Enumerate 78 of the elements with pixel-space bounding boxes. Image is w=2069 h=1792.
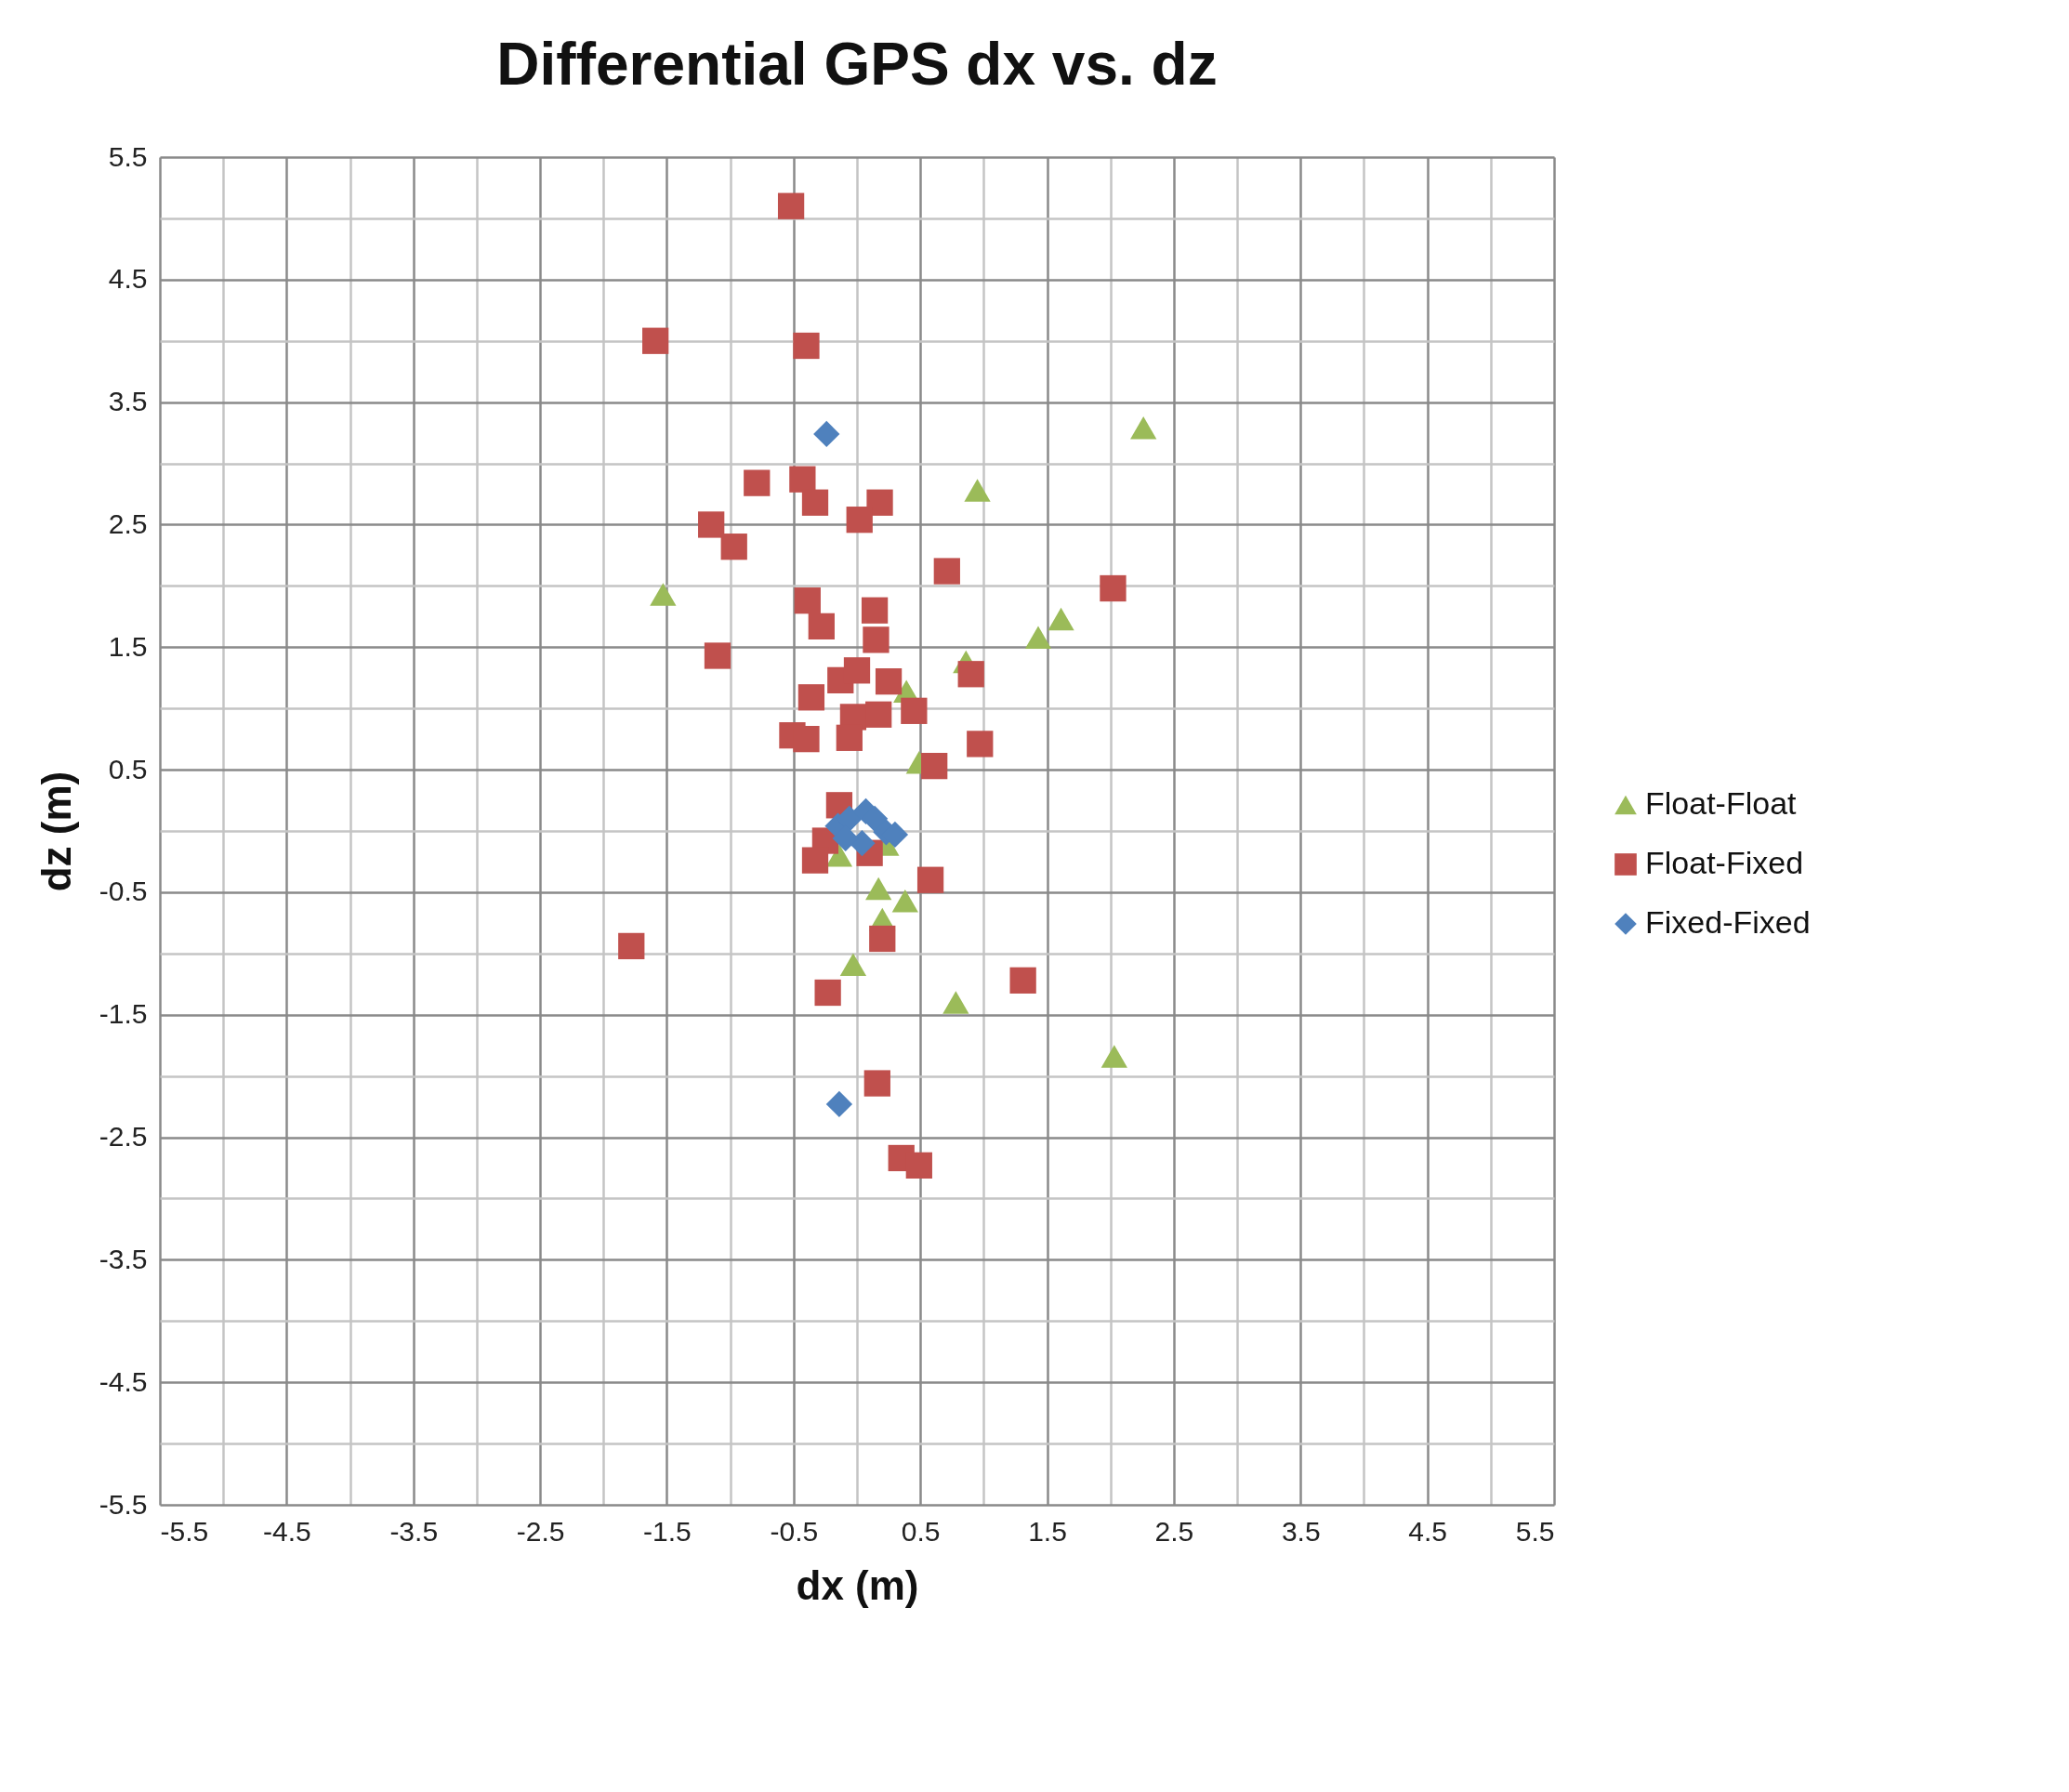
x-tick-label: -3.5	[389, 1515, 439, 1547]
point	[808, 613, 835, 640]
y-tick-label: 4.5	[108, 263, 148, 295]
point	[777, 192, 805, 219]
x-tick-label: -1.5	[643, 1515, 692, 1547]
x-tick-label: 1.5	[1028, 1515, 1067, 1547]
point	[789, 466, 816, 493]
legend-label: Float-Float	[1645, 785, 1798, 821]
x-tick-label: 5.5	[1515, 1515, 1555, 1547]
x-tick-label: 0.5	[901, 1515, 941, 1547]
point	[744, 469, 771, 496]
y-tick-label: 3.5	[108, 386, 148, 417]
x-tick-label: -4.5	[263, 1515, 311, 1547]
point	[618, 932, 645, 960]
point	[814, 979, 841, 1007]
x-axis-title: dx (m)	[796, 1561, 919, 1608]
point	[698, 511, 725, 538]
point	[964, 479, 991, 502]
x-tick-label: 4.5	[1408, 1515, 1447, 1547]
point	[1130, 416, 1157, 440]
point	[916, 866, 944, 893]
point	[967, 731, 994, 758]
point	[942, 991, 969, 1014]
chart-title: Differential GPS dx vs. dz	[496, 31, 1218, 98]
point	[801, 489, 829, 516]
point	[869, 925, 896, 953]
y-tick-label: 5.5	[108, 140, 148, 172]
point	[720, 534, 747, 560]
point	[901, 697, 928, 724]
point	[650, 583, 677, 606]
point	[825, 1090, 853, 1118]
point	[1100, 574, 1127, 602]
point	[863, 626, 890, 653]
point	[866, 489, 893, 516]
y-tick-label: 0.5	[108, 753, 148, 784]
point	[875, 668, 903, 695]
y-tick-label: -3.5	[99, 1243, 148, 1274]
y-axis-title: dz (m)	[33, 771, 79, 892]
y-tick-label: -4.5	[99, 1365, 148, 1397]
y-tick-label: -0.5	[99, 876, 148, 907]
point	[861, 597, 889, 624]
x-tick-label: -0.5	[770, 1515, 819, 1547]
point	[1048, 607, 1074, 631]
y-tick-label: 2.5	[108, 507, 148, 539]
point	[905, 1152, 932, 1179]
point	[797, 684, 825, 711]
point	[843, 657, 871, 684]
point	[825, 844, 853, 867]
point	[836, 724, 863, 751]
point	[1024, 626, 1052, 649]
y-tick-label: -1.5	[99, 998, 148, 1030]
y-tick-label: 1.5	[108, 630, 148, 662]
x-tick-label: -2.5	[516, 1515, 565, 1547]
point	[793, 332, 820, 360]
x-tick-label: -5.5	[160, 1515, 209, 1547]
point	[1100, 1045, 1127, 1068]
point	[863, 1070, 890, 1097]
point	[801, 847, 829, 874]
point	[933, 558, 960, 585]
point	[704, 642, 731, 669]
point	[865, 701, 892, 728]
point	[846, 507, 873, 534]
point	[957, 661, 984, 688]
legend-label: Float-Fixed	[1645, 845, 1804, 880]
point	[839, 953, 867, 976]
x-tick-label: 3.5	[1281, 1515, 1321, 1547]
point	[794, 587, 821, 614]
point	[1009, 967, 1036, 994]
point	[921, 752, 948, 780]
point	[793, 725, 820, 753]
point	[642, 327, 669, 354]
x-tick-label: 2.5	[1154, 1515, 1194, 1547]
y-tick-label: -5.5	[99, 1488, 148, 1520]
legend-label: Fixed-Fixed	[1645, 904, 1811, 940]
point	[813, 420, 840, 448]
point	[891, 889, 918, 913]
point	[865, 876, 892, 901]
y-tick-label: -2.5	[99, 1121, 148, 1153]
